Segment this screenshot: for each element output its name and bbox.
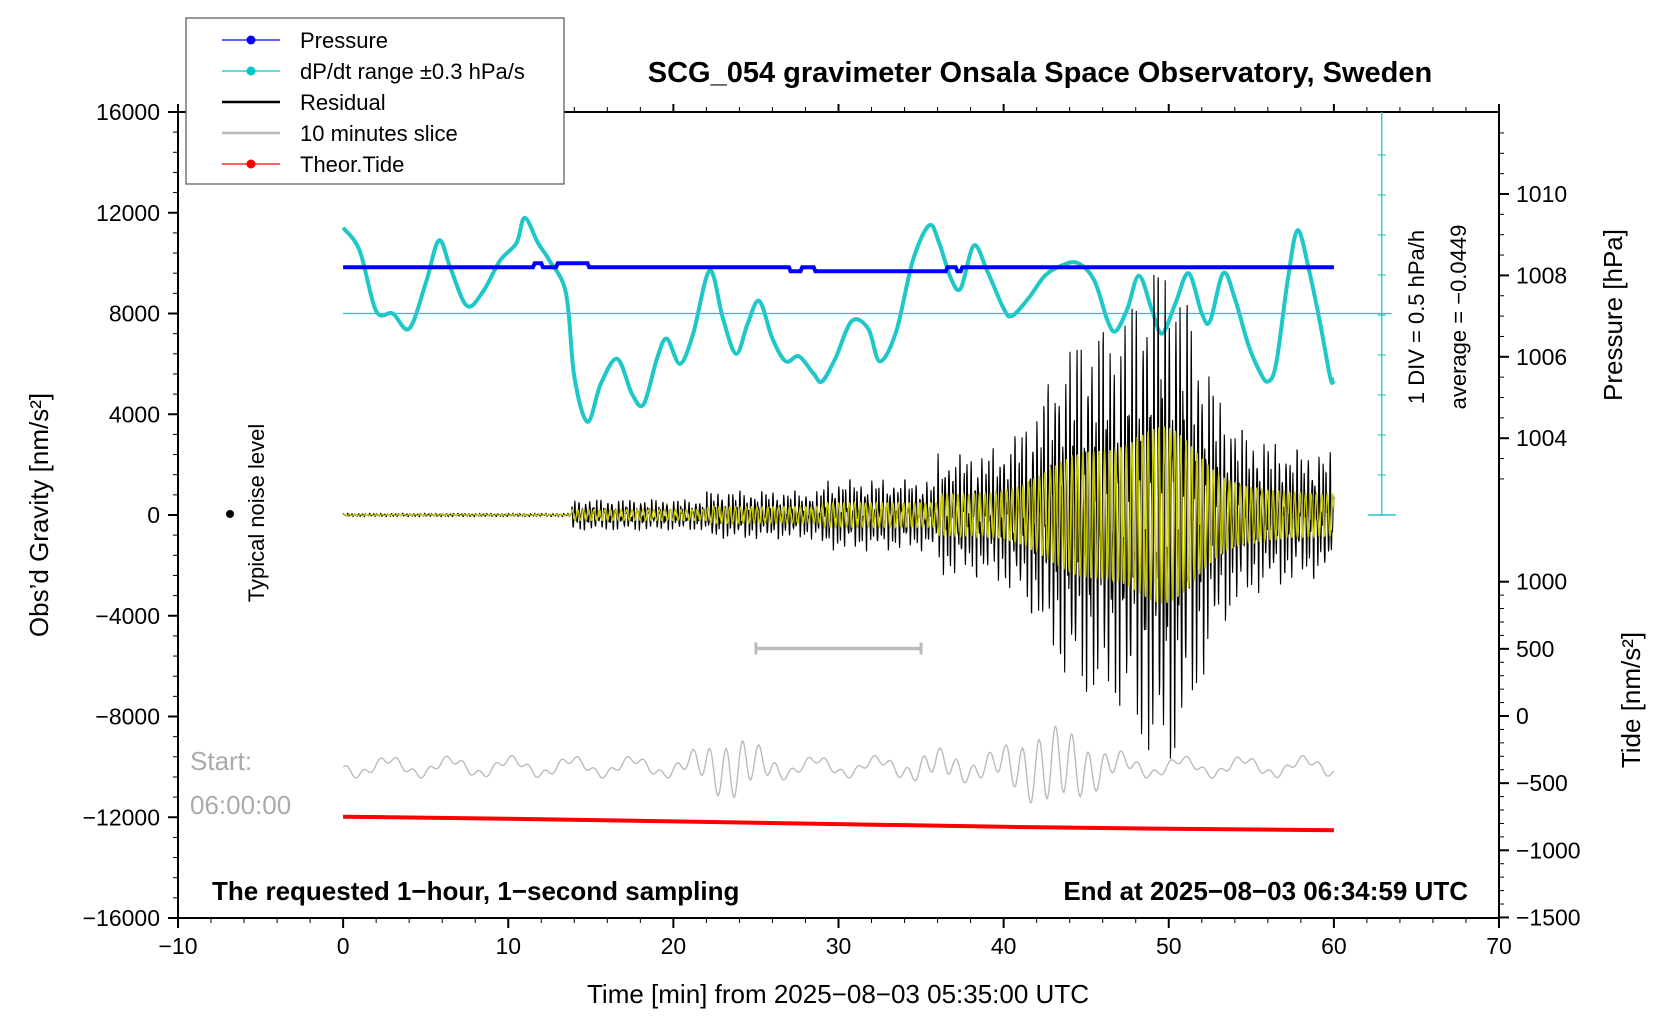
x-tick-label: 0 bbox=[337, 933, 350, 959]
pressure-tick-label: 1010 bbox=[1516, 181, 1567, 207]
x-tick-label: 70 bbox=[1486, 933, 1512, 959]
y-tick-label: 16000 bbox=[96, 99, 160, 125]
chart-title: SCG_054 gravimeter Onsala Space Observat… bbox=[648, 57, 1432, 89]
start-time: 06:00:00 bbox=[190, 790, 291, 820]
noise-level-marker bbox=[226, 510, 234, 518]
pressure-tick-label: 1008 bbox=[1516, 262, 1567, 288]
slice-series-line bbox=[342, 725, 1335, 805]
legend-marker bbox=[246, 66, 256, 76]
tide-tick-label: 500 bbox=[1516, 636, 1554, 662]
y-axis-label-pressure: Pressure [hPa] bbox=[1598, 229, 1628, 401]
filtered-series-line bbox=[342, 426, 1335, 604]
scale-div-label: 1 DIV = 0.5 hPa/h bbox=[1404, 230, 1429, 404]
y-tick-label: −16000 bbox=[83, 905, 160, 931]
noise-level-label: Typical noise level bbox=[244, 424, 269, 603]
tide-tick-label: −500 bbox=[1516, 770, 1568, 796]
x-tick-label: 20 bbox=[661, 933, 687, 959]
pressure-series-line bbox=[343, 261, 1334, 274]
x-tick-label: 30 bbox=[826, 933, 852, 959]
y-tick-label: −8000 bbox=[95, 704, 160, 730]
y-tick-label: −4000 bbox=[95, 603, 160, 629]
y-tick-label: 4000 bbox=[109, 401, 160, 427]
pressure-tick-label: 1004 bbox=[1516, 425, 1567, 451]
legend-label: Pressure bbox=[300, 28, 388, 53]
x-tick-label: 60 bbox=[1321, 933, 1347, 959]
y-tick-label: 8000 bbox=[109, 301, 160, 327]
x-tick-label: 50 bbox=[1156, 933, 1182, 959]
footer-right-note: End at 2025−08−03 06:34:59 UTC bbox=[1063, 876, 1468, 906]
y-axis-label-left: Obs’d Gravity [nm/s²] bbox=[24, 393, 54, 637]
tide-series-line bbox=[343, 814, 1334, 833]
y-tick-label: 0 bbox=[147, 502, 160, 528]
y-tick-label: 12000 bbox=[96, 200, 160, 226]
x-axis-label: Time [min] from 2025−08−03 05:35:00 UTC bbox=[587, 979, 1089, 1009]
legend-marker bbox=[246, 35, 256, 45]
pressure-tick-label: 1006 bbox=[1516, 344, 1567, 370]
legend: Pressure dP/dt range ±0.3 hPa/s Residual 10… bbox=[185, 17, 565, 185]
dpdt-series-line bbox=[341, 215, 1336, 424]
footer-left-note: The requested 1−hour, 1−second sampling bbox=[212, 876, 739, 906]
y-tick-label: −12000 bbox=[83, 804, 160, 830]
y-axis-label-tide: Tide [nm/s²] bbox=[1616, 632, 1646, 768]
legend-marker bbox=[246, 159, 256, 169]
legend-label: Residual bbox=[300, 90, 386, 115]
scale-average-label: average = −0.0449 bbox=[1446, 225, 1471, 410]
tide-tick-label: 1000 bbox=[1516, 569, 1567, 595]
start-label: Start: bbox=[190, 746, 252, 776]
data-series bbox=[341, 112, 1396, 833]
x-tick-label: 40 bbox=[991, 933, 1017, 959]
tide-tick-label: −1500 bbox=[1516, 904, 1581, 930]
tide-tick-label: −1000 bbox=[1516, 837, 1581, 863]
x-tick-label: 10 bbox=[495, 933, 521, 959]
legend-label: dP/dt range ±0.3 hPa/s bbox=[300, 59, 525, 84]
axis-labels: −10 0 10 20 30 40 50 60 70 16000 12000 8000 4000 0 −40… bbox=[83, 99, 1581, 959]
legend-label: Theor.Tide bbox=[300, 152, 404, 177]
x-tick-label: −10 bbox=[158, 933, 197, 959]
tide-tick-label: 0 bbox=[1516, 703, 1529, 729]
legend-label: 10 minutes slice bbox=[300, 121, 458, 146]
